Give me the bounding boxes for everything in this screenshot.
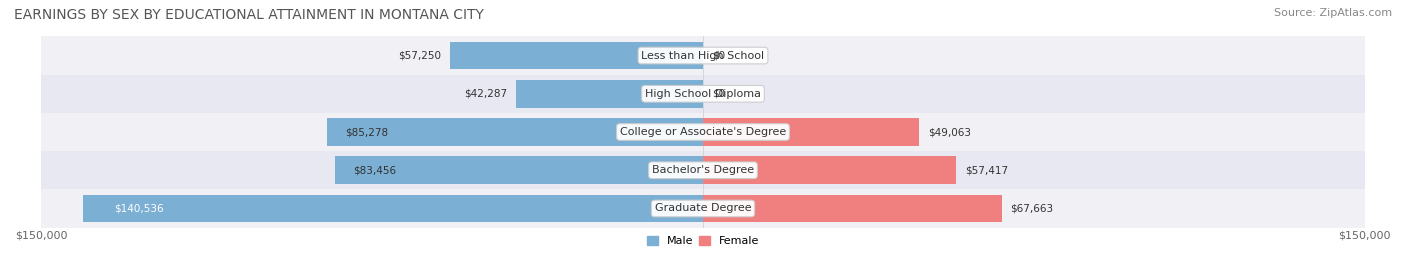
Text: EARNINGS BY SEX BY EDUCATIONAL ATTAINMENT IN MONTANA CITY: EARNINGS BY SEX BY EDUCATIONAL ATTAINMEN…: [14, 8, 484, 22]
Text: $140,536: $140,536: [114, 203, 163, 214]
Bar: [703, 157, 956, 184]
Legend: Male, Female: Male, Female: [643, 232, 763, 251]
Text: College or Associate's Degree: College or Associate's Degree: [620, 127, 786, 137]
Text: $67,663: $67,663: [1011, 203, 1053, 214]
Text: $57,417: $57,417: [965, 165, 1008, 175]
Text: Graduate Degree: Graduate Degree: [655, 203, 751, 214]
Text: $85,278: $85,278: [346, 127, 388, 137]
Text: $0: $0: [711, 51, 725, 61]
Bar: [335, 157, 703, 184]
Text: High School Diploma: High School Diploma: [645, 89, 761, 99]
Bar: [41, 36, 1365, 75]
Bar: [450, 42, 703, 69]
Text: $83,456: $83,456: [353, 165, 396, 175]
Text: Source: ZipAtlas.com: Source: ZipAtlas.com: [1274, 8, 1392, 18]
Bar: [516, 80, 703, 107]
Text: $42,287: $42,287: [464, 89, 508, 99]
Bar: [703, 118, 920, 146]
Bar: [41, 189, 1365, 228]
Text: $49,063: $49,063: [928, 127, 972, 137]
Bar: [41, 151, 1365, 189]
Text: Less than High School: Less than High School: [641, 51, 765, 61]
Text: $0: $0: [711, 89, 725, 99]
Bar: [41, 75, 1365, 113]
Bar: [83, 195, 703, 222]
Text: $57,250: $57,250: [399, 51, 441, 61]
Bar: [41, 113, 1365, 151]
Bar: [326, 118, 703, 146]
Text: Bachelor's Degree: Bachelor's Degree: [652, 165, 754, 175]
Bar: [703, 195, 1001, 222]
